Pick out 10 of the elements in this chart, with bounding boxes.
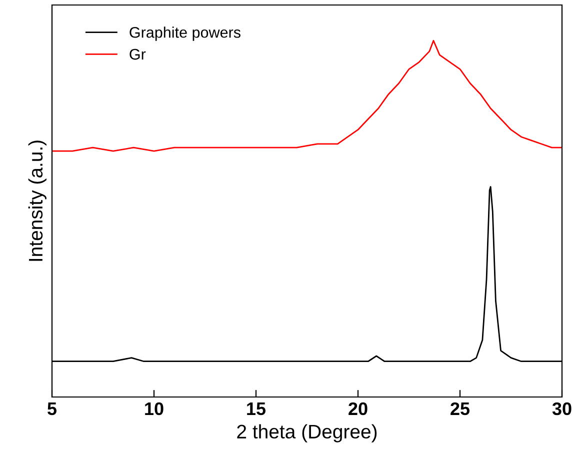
x-tick-label: 15 [247,402,266,416]
x-tick-label: 20 [348,402,368,416]
x-tick-label: 25 [450,402,470,416]
y-axis-title: Intensity (a.u.) [28,140,46,261]
x-tick-label: 10 [145,402,164,416]
x-axis-title: 2 theta (Degree) [237,424,377,442]
x-tick-label: 5 [48,402,57,416]
legend-label: Gr [130,48,146,60]
x-tick-label: 30 [552,402,572,416]
legend-label: Graphite powers [130,26,240,41]
